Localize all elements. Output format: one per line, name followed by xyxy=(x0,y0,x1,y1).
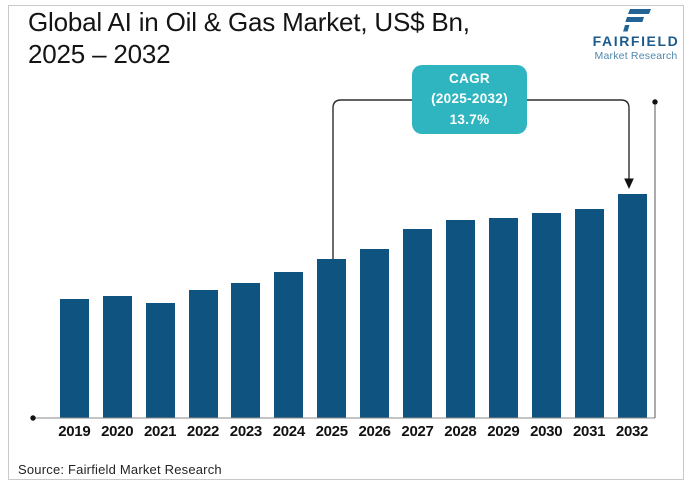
logo-name: FAIRFIELD xyxy=(592,33,680,49)
bar-2031 xyxy=(574,209,604,418)
cagr-callout: CAGR (2025-2032) 13.7% xyxy=(412,65,527,134)
x-axis-label-2026: 2026 xyxy=(358,423,391,440)
cagr-label: CAGR xyxy=(449,71,490,87)
x-axis-label-2021: 2021 xyxy=(144,423,177,440)
bar-2023 xyxy=(231,283,261,418)
bar-2025 xyxy=(317,259,347,418)
x-axis-label-2030: 2030 xyxy=(530,423,563,440)
source-note: Source: Fairfield Market Research xyxy=(18,462,222,477)
title-line-1: Global AI in Oil & Gas Market, US$ Bn, xyxy=(28,7,470,37)
bar-2021 xyxy=(145,303,175,418)
bar-2027 xyxy=(403,229,432,418)
x-axis-label-2025: 2025 xyxy=(315,423,348,440)
logo-subtitle: Market Research xyxy=(594,50,678,63)
x-axis-label-2032: 2032 xyxy=(615,423,649,440)
bar-2024 xyxy=(274,272,304,418)
page-title: Global AI in Oil & Gas Market, US$ Bn, 2… xyxy=(28,7,588,70)
x-axis-label-2029: 2029 xyxy=(487,423,520,440)
bar-2019 xyxy=(59,299,89,418)
bar-2029 xyxy=(488,218,518,418)
fairfield-logo: FAIRFIELD Market Research xyxy=(590,9,682,62)
x-axis-label-2027: 2027 xyxy=(401,423,434,440)
bar-2022 xyxy=(188,290,218,418)
x-axis-label-2020: 2020 xyxy=(101,423,134,440)
x-axis-label-2031: 2031 xyxy=(573,423,606,440)
x-axis-label-2019: 2019 xyxy=(58,423,91,440)
bar-2032 xyxy=(617,194,647,418)
bar-2028 xyxy=(445,220,475,418)
x-axis-label-2024: 2024 xyxy=(272,423,305,440)
x-axis-label-2023: 2023 xyxy=(229,423,262,440)
x-axis-label-2028: 2028 xyxy=(444,423,477,440)
cagr-period: (2025-2032) xyxy=(431,91,508,107)
cagr-value: 13.7% xyxy=(449,111,490,127)
bar-2026 xyxy=(360,249,390,418)
bar-2020 xyxy=(102,296,132,418)
title-line-2: 2025 – 2032 xyxy=(28,38,171,69)
flag-icon xyxy=(623,9,651,32)
bar-2030 xyxy=(531,213,561,418)
x-axis-label-2022: 2022 xyxy=(186,423,220,440)
